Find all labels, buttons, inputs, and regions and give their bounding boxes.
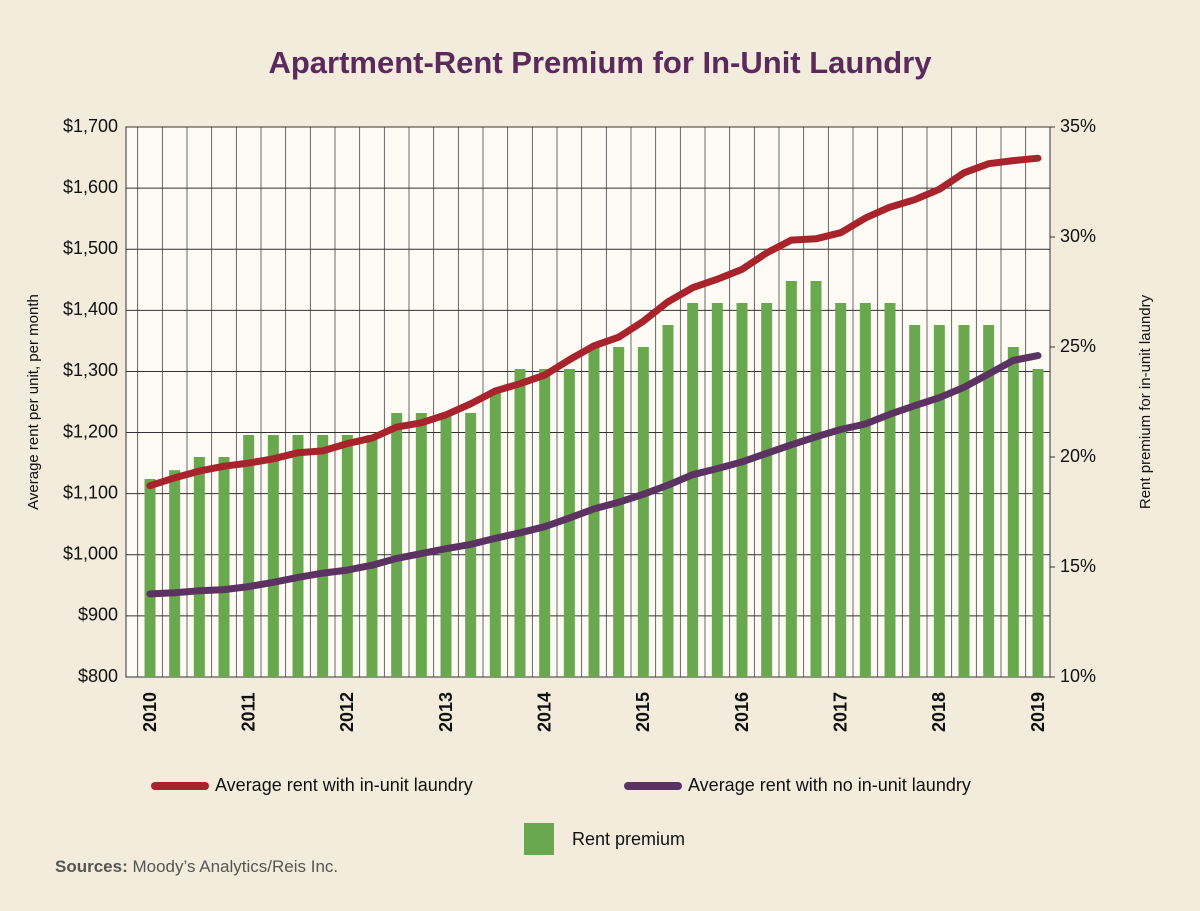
x-tick-label: 2012 [337, 692, 357, 732]
y2-axis-label: Rent premium for in-unit laundry [1137, 294, 1154, 509]
bar [933, 325, 945, 677]
legend-label: Rent premium [572, 829, 685, 849]
x-tick-label: 2010 [140, 692, 160, 732]
y-tick-label: $1,600 [63, 177, 118, 197]
bar [884, 303, 896, 677]
legend-label: Average rent with in-unit laundry [215, 775, 473, 795]
x-tick-label: 2013 [436, 692, 456, 732]
bar [243, 435, 255, 677]
y-tick-label: $1,300 [63, 360, 118, 380]
bar [341, 435, 353, 677]
y-axis-label: Average rent per unit, per month [25, 294, 42, 510]
bar [983, 325, 995, 677]
x-tick-label: 2015 [633, 692, 653, 732]
y2-tick-label: 20% [1060, 446, 1096, 466]
y2-tick-label: 15% [1060, 556, 1096, 576]
source: Sources: Moody’s Analytics/Reis Inc. [55, 857, 338, 876]
x-tick-label: 2011 [238, 692, 258, 731]
bar [859, 303, 871, 677]
bar [563, 369, 575, 677]
bar [637, 347, 649, 677]
legend-swatch [524, 823, 554, 855]
bar [391, 413, 403, 677]
bar [958, 325, 970, 677]
bar [193, 457, 205, 677]
bar [292, 435, 304, 677]
x-tick-label: 2016 [732, 692, 752, 732]
bar [267, 435, 279, 677]
bar [169, 470, 181, 677]
y-tick-label: $1,200 [63, 421, 118, 441]
source-text: Moody’s Analytics/Reis Inc. [132, 857, 338, 876]
bar [366, 435, 378, 677]
x-tick-label: 2019 [1028, 692, 1048, 732]
x-tick-label: 2017 [830, 692, 850, 732]
y-tick-label: $800 [78, 666, 118, 686]
bar [613, 347, 625, 677]
bar [317, 435, 329, 677]
bar [687, 303, 699, 677]
y-tick-label: $1,000 [63, 544, 118, 564]
y-tick-label: $1,400 [63, 299, 118, 319]
bar [1032, 369, 1044, 677]
bar [785, 281, 797, 677]
legend-label: Average rent with no in-unit laundry [688, 775, 971, 795]
bar [415, 413, 427, 677]
bar [440, 413, 452, 677]
bar [514, 369, 526, 677]
source-label: Sources: [55, 857, 128, 876]
bar [761, 303, 773, 677]
y2-tick-label: 25% [1060, 336, 1096, 356]
bar [1007, 347, 1019, 677]
line [146, 154, 1042, 490]
bar [736, 303, 748, 677]
y-tick-label: $1,700 [63, 116, 118, 136]
line [146, 352, 1042, 598]
bar [218, 457, 230, 677]
bar [835, 303, 847, 677]
bar [810, 281, 822, 677]
y-tick-label: $1,500 [63, 238, 118, 258]
bar [539, 369, 551, 677]
x-tick-label: 2018 [929, 692, 949, 732]
bar [711, 303, 723, 677]
y2-tick-label: 30% [1060, 226, 1096, 246]
x-tick-label: 2014 [534, 692, 554, 732]
y2-tick-label: 35% [1060, 116, 1096, 136]
y2-tick-label: 10% [1060, 666, 1096, 686]
y-tick-label: $900 [78, 605, 118, 625]
plot-area [125, 126, 1051, 678]
chart-title: Apartment-Rent Premium for In-Unit Laund… [268, 45, 932, 80]
bar [909, 325, 921, 677]
bar [144, 479, 156, 677]
bar [662, 325, 674, 677]
y-tick-label: $1,100 [63, 482, 118, 502]
bar [489, 391, 501, 677]
